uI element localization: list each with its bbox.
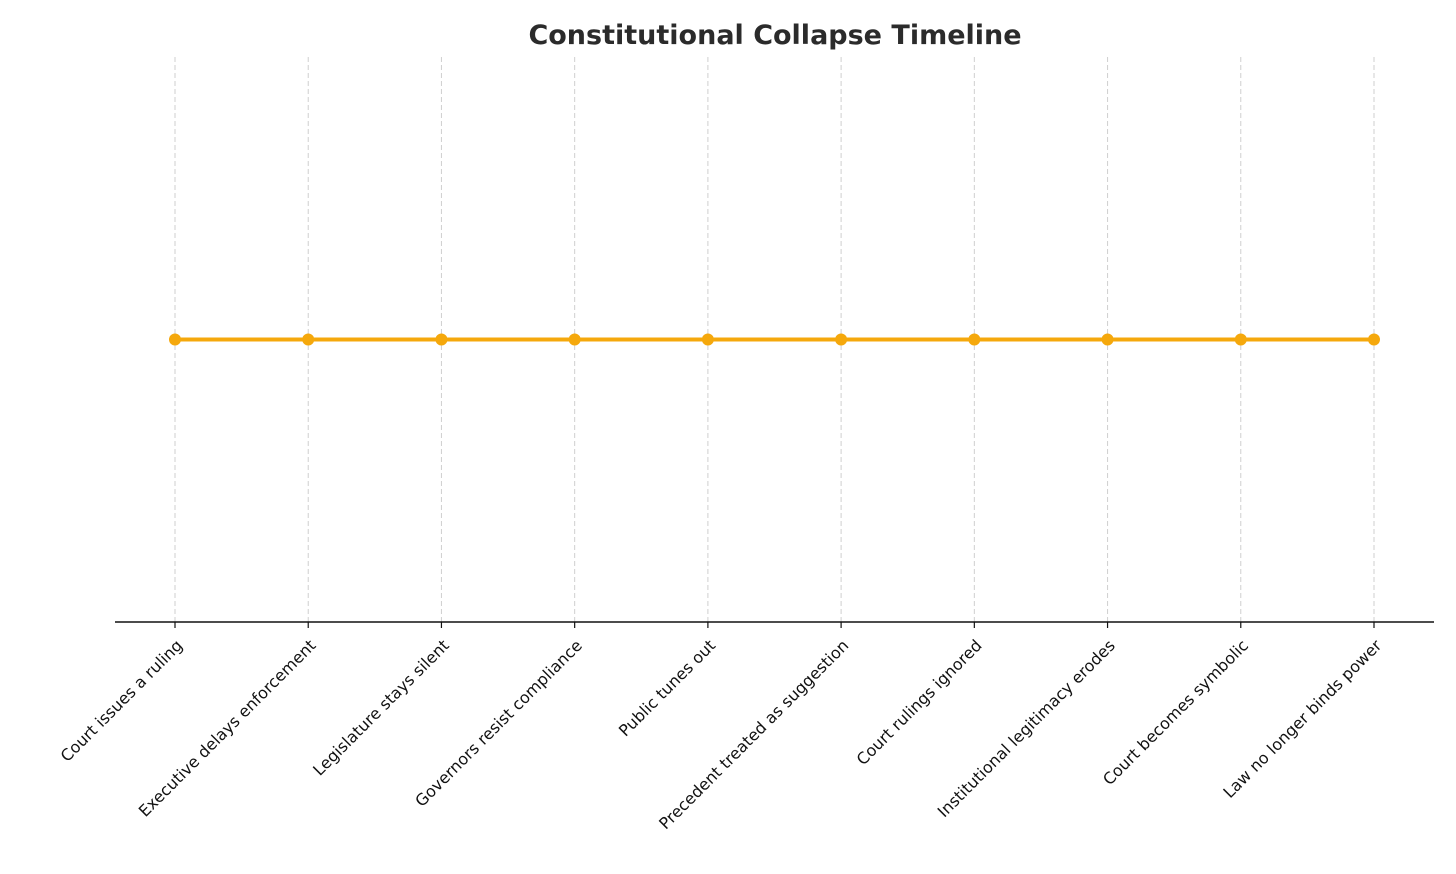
marker xyxy=(302,333,315,346)
marker xyxy=(568,333,581,346)
x-tick-label: Law no longer binds power xyxy=(1219,636,1385,802)
marker xyxy=(169,333,181,346)
marker xyxy=(1234,333,1247,346)
chart-title: Constitutional Collapse Timeline xyxy=(528,20,1021,51)
x-tick-label: Court issues a ruling xyxy=(57,636,187,766)
marker xyxy=(435,333,448,346)
marker xyxy=(1368,333,1380,346)
x-tick-label: Court becomes symbolic xyxy=(1099,636,1252,789)
x-tick-label: Legislature stays silent xyxy=(309,636,453,780)
marker xyxy=(701,333,714,346)
marker xyxy=(1101,333,1114,346)
x-tick-label: Public tunes out xyxy=(615,636,719,740)
marker xyxy=(968,333,981,346)
x-tick-label: Court rulings ignored xyxy=(853,636,986,769)
marker xyxy=(835,333,848,346)
